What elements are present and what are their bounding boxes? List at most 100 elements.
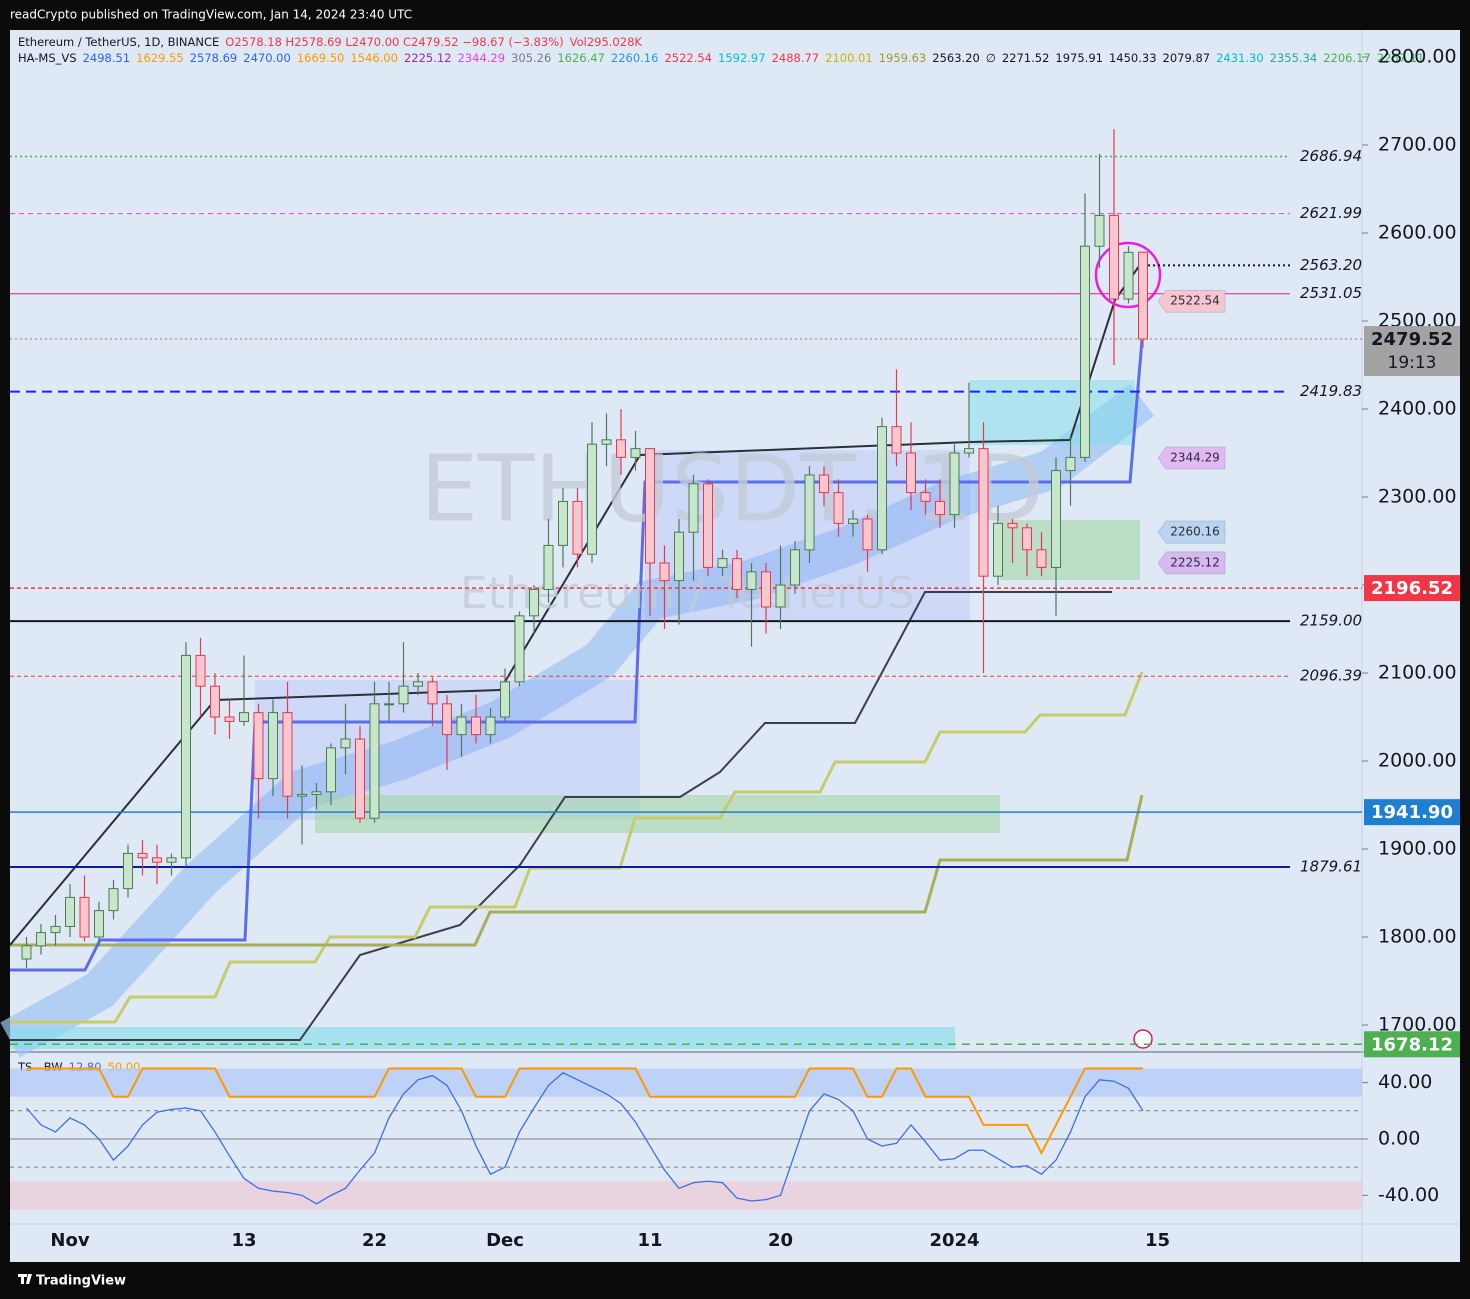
candle-body (326, 747, 336, 793)
brand: TradingView (36, 1274, 126, 1289)
price-badge (1364, 1031, 1460, 1058)
header-item: 2344.29 (458, 51, 506, 65)
candle-body (993, 522, 1003, 577)
tag-label: 2260.16 (1170, 525, 1220, 539)
candle-body (94, 910, 104, 938)
level-label: 2419.83 (1300, 382, 1362, 400)
tag-box (1157, 289, 1226, 313)
candle-body (1109, 214, 1119, 300)
candle-body (253, 712, 264, 780)
candle-body (413, 681, 423, 687)
x-tick-label: 11 (637, 1230, 662, 1251)
candle-body (587, 443, 597, 555)
candle-body (268, 712, 278, 780)
candle-body (674, 531, 684, 582)
x-tick-label: Nov (50, 1230, 89, 1251)
candle-body (239, 712, 249, 722)
tag-label: 2522.54 (1170, 294, 1220, 308)
candle-body (398, 685, 409, 705)
candle-body (123, 852, 133, 890)
candle-body (703, 483, 713, 568)
header-item: HA-MS_VS (18, 51, 77, 65)
header-item: 2079.87 (1163, 51, 1211, 65)
candle-body (949, 452, 960, 516)
candle-body (964, 448, 974, 454)
candle-body (920, 492, 931, 502)
x-tick-label: 22 (362, 1230, 387, 1251)
brand-logo (18, 1274, 32, 1284)
header-item: Vol295.028K (570, 35, 643, 49)
candle-body (529, 588, 539, 617)
header-item: 2267.11 (1377, 51, 1425, 65)
candle-body (514, 615, 525, 683)
price-badge (1364, 326, 1460, 377)
candle-body (224, 716, 235, 722)
candle-body (384, 703, 394, 706)
header-item: 2563.20 (932, 51, 980, 65)
candle-body (1022, 527, 1032, 551)
x-tick-label: 2024 (929, 1230, 979, 1251)
candle-body (978, 448, 989, 577)
candle-body (717, 558, 728, 568)
candle-body (427, 681, 438, 705)
header-item: 2271.52 (1002, 51, 1050, 65)
level-label: 2621.99 (1300, 204, 1362, 222)
candle-body (790, 549, 800, 586)
candle-body (108, 888, 119, 912)
candle-body (442, 703, 452, 736)
price-badge-label: 1941.90 (1371, 802, 1453, 823)
price-badge (1364, 575, 1460, 602)
header-item: O2578.18 H2578.69 L2470.00 C2479.52 −98.… (225, 35, 563, 49)
candle-body (500, 681, 510, 718)
candle-body (804, 474, 815, 551)
tag-box (1157, 551, 1226, 575)
candle-body (645, 448, 655, 564)
header-line: HA-MS_VS 2498.51 1629.55 2578.69 2470.00 1669… (18, 51, 1424, 65)
candle-body (152, 857, 162, 863)
chart-panel (10, 30, 1460, 1262)
header-item: 1959.63 (879, 51, 927, 65)
header-item: 1626.47 (557, 51, 605, 65)
candle-body (50, 925, 61, 934)
y-tick-label: -40.00 (1378, 1184, 1439, 1206)
candle-body (1080, 245, 1090, 458)
candle-body (601, 439, 612, 445)
highlight-circle (1094, 241, 1162, 309)
header-line: Ethereum / TetherUS, 1D, BINANCE O2578.18… (18, 35, 642, 49)
candle-body (297, 793, 307, 797)
olive-line (10, 794, 1144, 947)
olive-line (10, 671, 1144, 1024)
candle-body (21, 945, 32, 960)
candle-body (340, 738, 351, 749)
header-item: 1450.33 (1109, 51, 1157, 65)
candle-body (906, 452, 916, 494)
x-tick-label: Dec (486, 1230, 524, 1251)
header-item: 2355.34 (1270, 51, 1318, 65)
header-item: 1975.91 (1055, 51, 1103, 65)
tag-label: 2225.12 (1170, 555, 1220, 569)
tag-label: 2344.29 (1170, 451, 1220, 465)
candle-body (282, 712, 293, 797)
header-item: 2100.01 (825, 51, 873, 65)
header-item: 2578.69 (190, 51, 238, 65)
y-tick-label: 2800.00 (1378, 46, 1457, 68)
candle-body (877, 426, 887, 551)
candle-body (471, 716, 481, 736)
level-label: 2531.05 (1300, 284, 1362, 302)
candle-body (311, 791, 322, 795)
y-tick-label: 40.00 (1378, 1071, 1432, 1093)
y-tick-label: 1700.00 (1378, 1014, 1457, 1036)
candle-body (137, 852, 148, 859)
price-badge-label: 1678.12 (1371, 1034, 1453, 1055)
x-tick-label: 13 (231, 1230, 256, 1251)
candle-body (935, 500, 945, 516)
y-tick-label: 2400.00 (1378, 398, 1457, 420)
osc-line (26, 1067, 1143, 1156)
candle-body (369, 703, 380, 819)
header-item: ∅ (986, 51, 996, 65)
price-badge-label: 2479.52 (1371, 329, 1453, 350)
candle-body (761, 571, 771, 608)
osc-band (10, 1068, 1362, 1097)
